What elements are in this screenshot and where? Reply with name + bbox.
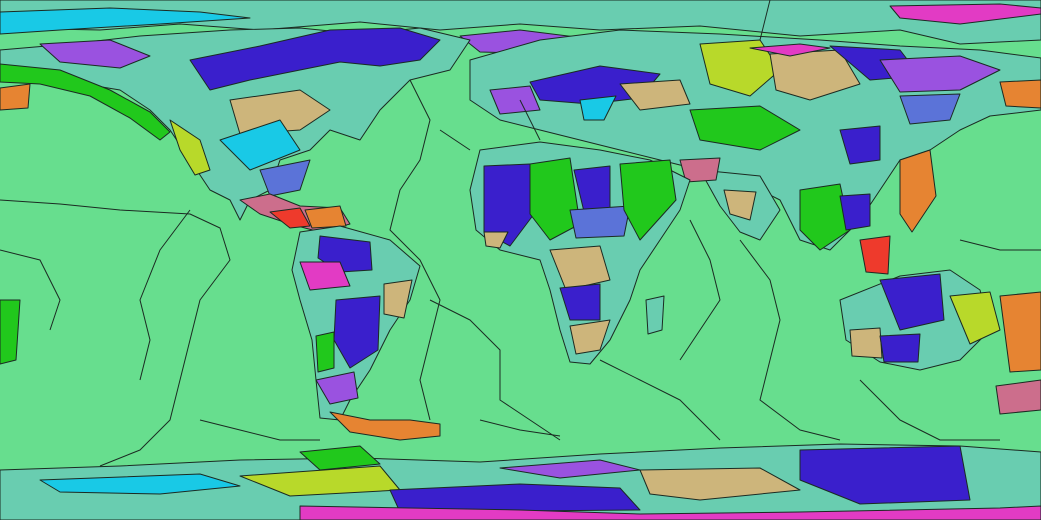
antarctica-purple-terrane	[499, 459, 641, 479]
south-america-magenta-terrane	[299, 261, 351, 291]
north-america-terrane	[0, 27, 471, 221]
se-asia-blue-terrane	[839, 193, 871, 231]
africa-tan-terrane-2	[569, 319, 611, 355]
eurasia-tan-terrane	[619, 79, 691, 111]
antarctica-tan-terrane	[639, 467, 801, 501]
south-america-tan-terrane	[383, 279, 413, 319]
north-america-tan-terrane	[229, 89, 331, 135]
eurasia-magenta-terrane	[749, 43, 831, 57]
india-pink-terrane	[679, 157, 721, 183]
australia-blue-terrane-2	[879, 333, 921, 363]
north-america-green-terrane	[0, 63, 171, 141]
central-america-orange-terrane	[304, 205, 347, 229]
antarctica-cyan-terrane	[39, 473, 241, 495]
se-asia-orange-terrane	[899, 149, 937, 233]
antarctica-blue-terrane-2	[799, 445, 971, 505]
africa-blue-terrane	[483, 163, 535, 247]
plate-boundaries	[0, 0, 1041, 467]
eurasia-orange-terrane	[999, 79, 1041, 109]
australia-tan-terrane	[849, 327, 883, 359]
se-asia-green-terrane	[799, 183, 851, 251]
eurasia-yellow-terrane	[699, 39, 781, 97]
central-america-red-terrane	[269, 207, 311, 229]
africa-tan-terrane	[549, 245, 611, 291]
pacific-edge-pink-terrane	[995, 379, 1041, 415]
south-america-purple-terrane	[315, 371, 359, 405]
arctic-cyan-terrane	[0, 7, 251, 35]
antarctica-terrane	[0, 443, 1041, 520]
south-america-orange-terrane	[329, 411, 441, 441]
south-america-green-terrane	[315, 331, 335, 373]
australia-blue-terrane	[879, 273, 945, 331]
africa-green-terrane-2	[619, 159, 677, 241]
eurasia-purple-terrane	[879, 55, 1001, 93]
north-america-slate-terrane	[259, 159, 311, 197]
eurasia-green-terrane	[689, 105, 801, 151]
africa-tan-terrane-3	[483, 231, 509, 249]
africa-blue-terrane-3	[559, 283, 601, 321]
eurasia-blue-terrane-3	[839, 125, 881, 165]
arctic-terrane	[0, 0, 1041, 45]
se-asia-red-terrane	[859, 235, 891, 275]
antarctica-green-terrane	[299, 445, 381, 471]
eurasia-purple-terrane-2	[489, 85, 541, 115]
madagascar-terrane	[645, 295, 665, 335]
india-tan-terrane	[723, 189, 757, 221]
africa-green-terrane	[529, 157, 581, 241]
north-america-cyan-terrane	[219, 119, 301, 171]
africa-slate-terrane	[569, 205, 631, 239]
eurasia-slate-terrane	[899, 93, 961, 125]
arctic-magenta-terrane	[889, 3, 1041, 25]
new-zealand-orange-terrane	[999, 291, 1041, 373]
north-america-orange-terrane	[0, 83, 31, 111]
west-edge-terrane	[0, 299, 21, 365]
north-america-purple-terrane	[39, 39, 151, 69]
north-america-yellow-terrane	[169, 119, 211, 176]
australia-yellow-terrane	[949, 291, 1001, 345]
eurasia-tan-terrane-2	[769, 49, 861, 101]
north-america-blue-terrane	[189, 27, 441, 91]
antarctica-blue-terrane	[389, 483, 641, 513]
eurasia-cyan-terrane	[579, 95, 617, 121]
antarctica-magenta-terrane	[299, 505, 1041, 520]
